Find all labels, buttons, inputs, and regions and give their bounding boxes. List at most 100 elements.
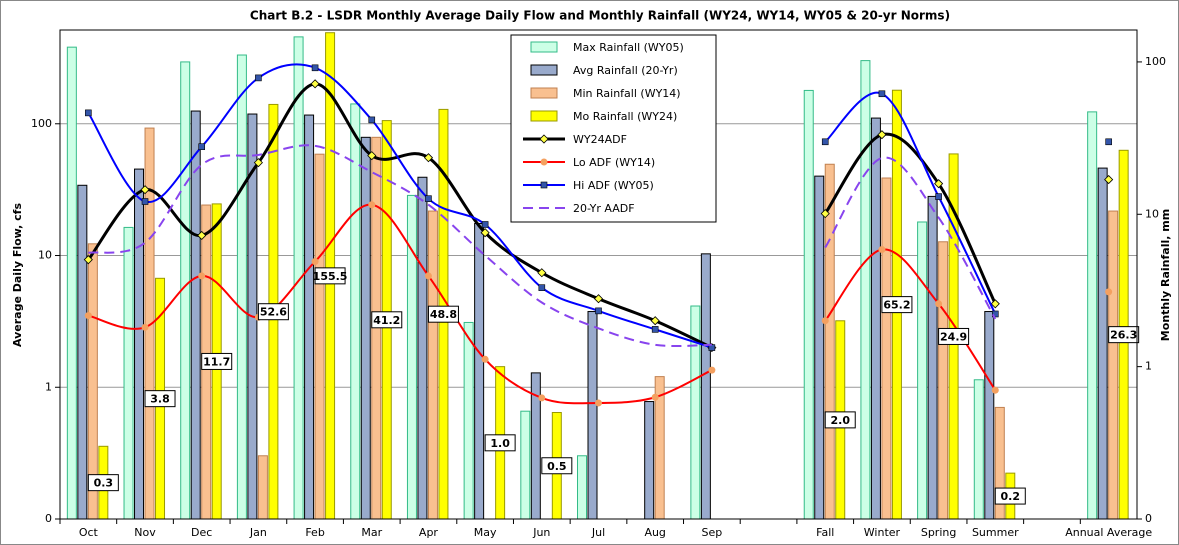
marker bbox=[480, 228, 490, 238]
marker bbox=[821, 138, 829, 146]
legend-marker bbox=[540, 181, 548, 189]
marker bbox=[1104, 175, 1114, 185]
value-label-box: 0.5 bbox=[541, 457, 573, 475]
bar bbox=[350, 103, 361, 520]
x-tick-label: Apr bbox=[419, 526, 439, 539]
marker bbox=[368, 201, 376, 209]
value-label-bg bbox=[87, 474, 119, 492]
value-label: 24.9 bbox=[940, 330, 967, 343]
value-label-bg bbox=[427, 305, 459, 323]
bar bbox=[314, 153, 325, 520]
bar bbox=[360, 136, 371, 520]
marker bbox=[198, 272, 206, 280]
plot-frame bbox=[59, 29, 1138, 520]
bar bbox=[257, 455, 268, 520]
bar bbox=[427, 210, 438, 520]
y-tick-label: 10 bbox=[38, 249, 52, 262]
y2-tick-label: 100 bbox=[1145, 55, 1166, 68]
value-label-box: 1.0 bbox=[484, 434, 516, 452]
marker bbox=[140, 185, 150, 195]
x-tick-label: Nov bbox=[134, 526, 156, 539]
marker bbox=[141, 198, 149, 205]
value-label: 2.0 bbox=[830, 414, 850, 427]
bar bbox=[417, 176, 428, 520]
bar bbox=[474, 222, 485, 520]
bar bbox=[577, 455, 587, 520]
value-label-bg bbox=[938, 327, 970, 345]
value-label-box: 48.8 bbox=[427, 305, 459, 323]
marker bbox=[935, 300, 943, 308]
value-label: 52.6 bbox=[260, 306, 287, 319]
marker bbox=[311, 64, 319, 72]
legend-label: WY24ADF bbox=[573, 133, 627, 146]
marker bbox=[84, 312, 92, 320]
bar bbox=[938, 241, 949, 520]
bar bbox=[824, 163, 835, 520]
marker bbox=[990, 299, 1000, 309]
bar bbox=[927, 195, 938, 520]
value-label-bg bbox=[881, 296, 913, 314]
legend-label: Avg Rainfall (20-Yr) bbox=[573, 64, 678, 77]
y2-tick-label: 10 bbox=[1145, 207, 1159, 220]
bar bbox=[973, 379, 984, 520]
value-label-bg bbox=[201, 352, 233, 370]
legend-swatch bbox=[530, 110, 558, 122]
marker bbox=[367, 151, 377, 161]
x-tick-label: Oct bbox=[79, 526, 99, 539]
marker bbox=[821, 317, 829, 325]
x-tick-label: Aug bbox=[644, 526, 665, 539]
value-label: 0.5 bbox=[547, 460, 567, 473]
value-label-bg bbox=[314, 267, 346, 285]
value-label: 26.3 bbox=[1110, 329, 1137, 342]
marker bbox=[253, 158, 263, 168]
marker bbox=[424, 272, 432, 280]
value-label-bg bbox=[994, 487, 1026, 505]
value-label-box: 24.9 bbox=[938, 327, 970, 345]
y-tick-label: 1 bbox=[45, 380, 52, 393]
value-label: 65.2 bbox=[883, 299, 910, 312]
bar bbox=[917, 221, 928, 520]
bar bbox=[1087, 111, 1098, 520]
x-tick-label: Annual Average bbox=[1065, 526, 1152, 539]
legend-label: Mo Rainfall (WY24) bbox=[573, 110, 677, 123]
bar bbox=[803, 89, 814, 520]
y-axis-title: Average Daily Flow, cfs bbox=[11, 203, 24, 347]
value-label: 41.2 bbox=[373, 314, 400, 327]
marker bbox=[85, 109, 92, 117]
marker bbox=[877, 130, 887, 140]
marker bbox=[537, 268, 547, 278]
legend-label: Min Rainfall (WY14) bbox=[573, 87, 681, 100]
value-label-bg bbox=[824, 411, 856, 429]
marker bbox=[423, 153, 434, 163]
bar bbox=[881, 177, 892, 520]
bar bbox=[700, 253, 711, 520]
bar bbox=[520, 410, 531, 520]
x-tick-label: Jun bbox=[532, 526, 550, 539]
marker bbox=[593, 294, 604, 304]
value-label-bg bbox=[484, 434, 516, 452]
value-label-box: 11.7 bbox=[201, 352, 233, 370]
legend-swatch bbox=[530, 41, 558, 53]
value-label: 0.3 bbox=[94, 477, 114, 490]
bar bbox=[77, 184, 88, 520]
value-label: 1.0 bbox=[490, 437, 510, 450]
bar bbox=[236, 54, 247, 520]
bar bbox=[123, 226, 134, 520]
marker bbox=[481, 221, 489, 228]
marker bbox=[934, 179, 944, 189]
value-label-box: 2.0 bbox=[824, 411, 856, 429]
bar bbox=[814, 175, 825, 520]
value-label-box: 26.3 bbox=[1108, 326, 1140, 344]
bar bbox=[870, 117, 881, 520]
x-tick-label: Summer bbox=[972, 526, 1019, 539]
marker bbox=[1105, 138, 1112, 146]
value-label-box: 0.3 bbox=[87, 474, 119, 492]
marker bbox=[595, 307, 602, 315]
x-tick-label: May bbox=[474, 526, 497, 539]
value-label: 11.7 bbox=[203, 355, 230, 368]
marker bbox=[538, 394, 546, 402]
marker bbox=[650, 316, 660, 326]
bar bbox=[134, 168, 145, 520]
marker bbox=[651, 326, 659, 333]
